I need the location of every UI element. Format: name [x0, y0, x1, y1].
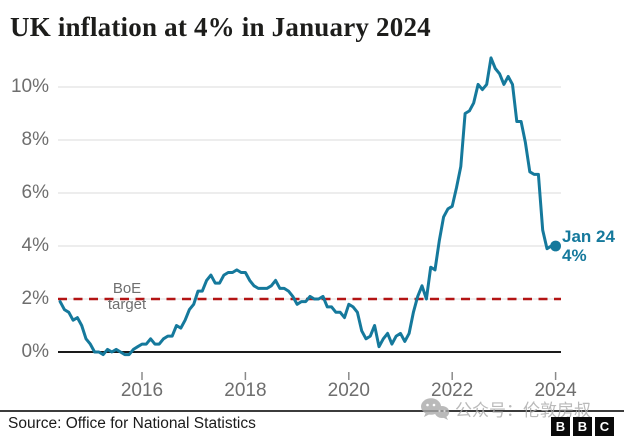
- inflation-series-line: [58, 56, 558, 357]
- boe-target-label-line2: target: [107, 296, 147, 313]
- x-axis-label: 2024: [534, 380, 577, 401]
- y-axis-label: 8%: [21, 129, 49, 150]
- y-axis-label: 10%: [10, 76, 49, 97]
- bbc-logo-block-c: C: [595, 417, 614, 436]
- boe-target-label: BoE target: [95, 281, 159, 313]
- y-axis-label: 4%: [21, 235, 49, 256]
- chart-title: UK inflation at 4% in January 2024: [10, 12, 431, 42]
- bbc-logo-block-b1: B: [551, 417, 570, 436]
- y-axis-label: 6%: [21, 182, 49, 203]
- y-axis-label: 0%: [21, 341, 49, 362]
- x-axis-label: 2020: [327, 380, 370, 401]
- y-axis-label: 2%: [21, 288, 49, 309]
- latest-point-dot: [550, 240, 561, 252]
- latest-point-annotation: Jan 24 4%: [562, 227, 624, 265]
- boe-target-label-line1: BoE: [112, 280, 142, 297]
- x-axis-label: 2016: [120, 380, 164, 401]
- x-axis-label: 2022: [431, 380, 474, 401]
- x-axis-label: 2018: [224, 380, 267, 401]
- watermark-text: 公众号：伦敦房叔: [455, 401, 591, 420]
- footer-divider: [0, 410, 624, 412]
- wechat-icon: [421, 397, 450, 420]
- latest-point-value: 4%: [562, 246, 587, 265]
- watermark: 公众号：伦敦房叔: [420, 396, 591, 421]
- bbc-logo-block-b2: B: [573, 417, 592, 436]
- source-caption: Source: Office for National Statistics: [8, 415, 256, 432]
- latest-point-date: Jan 24: [562, 227, 615, 246]
- bbc-logo: B B C: [551, 417, 614, 436]
